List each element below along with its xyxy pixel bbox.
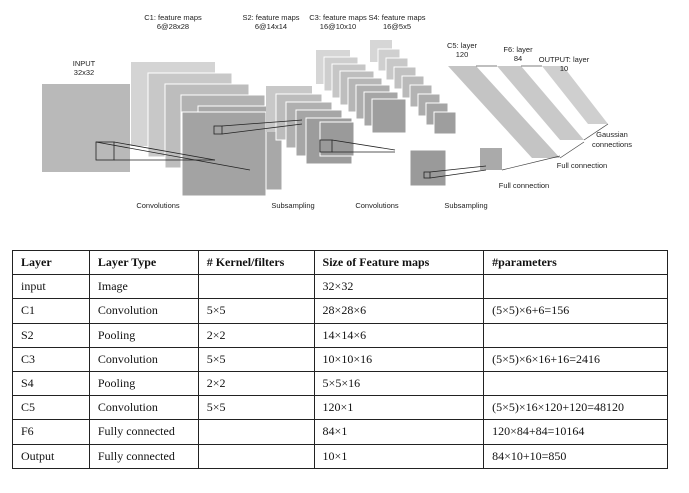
output-size: 10: [560, 64, 568, 73]
cell-layer: S4: [12, 370, 90, 397]
layer-table: Layer Layer Type # Kernel/filters Size o…: [12, 249, 668, 469]
s4-label: S4: feature maps: [368, 13, 425, 22]
cell-feature-map-size: 28×28×6: [313, 298, 485, 324]
f6-layer: [497, 66, 584, 140]
cell-layer-type: Pooling: [88, 370, 199, 397]
cell-kernel: 2×2: [197, 370, 315, 397]
cell-kernel: 2×2: [197, 322, 315, 348]
c1-label: C1: feature maps: [144, 13, 202, 22]
cell-layer: C5: [12, 395, 90, 421]
subsampling-wedge-2: [423, 165, 487, 179]
op-convolutions-1: Convolutions: [136, 201, 180, 210]
header-feature-map-size: Size of Feature maps: [313, 249, 485, 276]
op-gaussian-1: Gaussian: [596, 130, 628, 139]
c5-label: C5: layer: [447, 41, 478, 50]
input-label: INPUT: [73, 59, 96, 68]
op-gaussian-2: connections: [592, 140, 632, 149]
cell-feature-map-size: 10×1: [313, 443, 485, 469]
op-full-connection-1: Full connection: [499, 181, 549, 190]
table-row: F6 Fully connected 84×1 120×84+84=10164: [12, 419, 668, 445]
subsampling-wedge-1: [213, 119, 303, 135]
convolution-wedge-2: [319, 139, 396, 153]
table-row: C3 Convolution 5×5 10×10×16 (5×5)×6×16+1…: [12, 346, 668, 372]
cell-feature-map-size: 84×1: [313, 419, 485, 445]
table-row: C5 Convolution 5×5 120×1 (5×5)×16×120+12…: [12, 395, 668, 421]
cell-layer-type: Pooling: [88, 322, 199, 348]
cell-layer-type: Convolution: [88, 395, 199, 421]
cell-parameters: (5×5)×6×16+16=2416: [483, 346, 668, 372]
header-parameters: #parameters: [483, 249, 668, 276]
header-kernel-filters: # Kernel/filters: [197, 249, 315, 276]
s2-size: 6@14x14: [255, 22, 287, 31]
s4-feature-maps: [370, 40, 457, 187]
cell-layer: Output: [12, 443, 90, 469]
cell-feature-map-size: 120×1: [313, 395, 485, 421]
s2-label: S2: feature maps: [242, 13, 299, 22]
cell-kernel: [197, 443, 315, 469]
cell-layer-type: Convolution: [88, 346, 199, 372]
table-row: S4 Pooling 2×2 5×5×16: [12, 370, 668, 397]
cell-layer-type: Fully connected: [88, 419, 199, 445]
cell-parameters: [483, 370, 668, 397]
cell-layer: C3: [12, 346, 90, 372]
cell-parameters: [483, 274, 668, 300]
cell-kernel: 5×5: [197, 298, 315, 324]
convolution-wedge-1: [95, 141, 251, 171]
op-full-connection-2: Full connection: [557, 161, 607, 170]
cell-layer: S2: [12, 322, 90, 348]
f6-label: F6: layer: [503, 45, 533, 54]
cell-kernel: [197, 274, 315, 300]
s4-size: 16@5x5: [383, 22, 411, 31]
output-label: OUTPUT: layer: [539, 55, 590, 64]
input-map: [42, 84, 130, 172]
op-convolutions-2: Convolutions: [355, 201, 399, 210]
c3-feature-maps: [316, 50, 407, 157]
cell-feature-map-size: 5×5×16: [313, 370, 485, 397]
header-layer: Layer: [12, 249, 90, 276]
cell-feature-map-size: 32×32: [313, 274, 485, 300]
cell-layer-type: Convolution: [88, 298, 199, 324]
cell-layer-type: Image: [88, 274, 199, 300]
cell-parameters: (5×5)×16×120+120=48120: [483, 395, 668, 421]
c3-label: C3: feature maps: [309, 13, 367, 22]
header-layer-type: Layer Type: [88, 249, 199, 276]
c3-size: 16@10x10: [320, 22, 356, 31]
cell-kernel: 5×5: [197, 346, 315, 372]
cell-feature-map-size: 14×14×6: [313, 322, 485, 348]
op-subsampling-2: Subsampling: [444, 201, 487, 210]
table-row: input Image 32×32: [12, 274, 668, 300]
cell-parameters: (5×5)×6+6=156: [483, 298, 668, 324]
cell-parameters: [483, 322, 668, 348]
table-row: C1 Convolution 5×5 28×28×6 (5×5)×6+6=156: [12, 298, 668, 324]
cell-kernel: [197, 419, 315, 445]
output-layer: [542, 66, 608, 124]
cell-kernel: 5×5: [197, 395, 315, 421]
table-row: Output Fully connected 10×1 84×10+10=850: [12, 443, 668, 469]
cell-parameters: 120×84+84=10164: [483, 419, 668, 445]
table-header-row: Layer Layer Type # Kernel/filters Size o…: [12, 249, 668, 276]
cell-layer-type: Fully connected: [88, 443, 199, 469]
cell-parameters: 84×10+10=850: [483, 443, 668, 469]
cell-feature-map-size: 10×10×16: [313, 346, 485, 372]
cell-layer: input: [12, 274, 90, 300]
c5-size: 120: [456, 50, 469, 59]
f6-size: 84: [514, 54, 522, 63]
op-subsampling-1: Subsampling: [271, 201, 314, 210]
cell-layer: F6: [12, 419, 90, 445]
table-row: S2 Pooling 2×2 14×14×6: [12, 322, 668, 348]
input-size: 32x32: [74, 68, 94, 77]
layer-table-container: Layer Layer Type # Kernel/filters Size o…: [12, 249, 668, 469]
lenet-architecture-diagram: INPUT 32x32 C1: feature maps 6@28x28 S2:…: [42, 13, 632, 210]
cell-layer: C1: [12, 298, 90, 324]
c1-size: 6@28x28: [157, 22, 189, 31]
s4-last-map: [480, 148, 502, 170]
c5-layer: [448, 66, 560, 158]
